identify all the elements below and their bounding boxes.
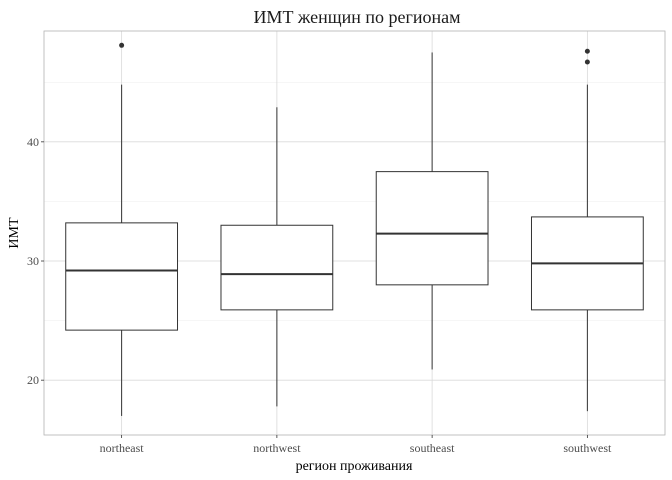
- x-tick-label: southwest: [563, 441, 612, 455]
- iqr-box: [65, 222, 179, 331]
- y-tick-label: 30: [27, 254, 39, 268]
- y-tick-label: 40: [27, 135, 39, 149]
- y-axis-label: ИМТ: [7, 217, 22, 249]
- outlier-point: [584, 59, 590, 65]
- y-tick-label: 20: [27, 373, 39, 387]
- chart-title: ИМТ женщин по регионам: [253, 7, 460, 27]
- boxes: [65, 42, 644, 416]
- outlier-point: [584, 48, 590, 54]
- box-northwest: [220, 107, 334, 407]
- axis-ticks: 20 30 40 northeast northwest southeast southwe…: [27, 135, 612, 455]
- box-southeast: [375, 52, 489, 370]
- x-tick-label: northwest: [253, 441, 301, 455]
- iqr-box: [220, 224, 334, 311]
- panel-border: [43, 30, 666, 436]
- x-tick-label: northeast: [100, 441, 145, 455]
- iqr-box: [375, 171, 489, 286]
- box-northeast: [65, 42, 179, 416]
- outlier-point: [119, 42, 125, 48]
- box-southwest: [530, 48, 644, 412]
- x-tick-label: southeast: [410, 441, 455, 455]
- x-axis-label: регион проживания: [296, 459, 413, 474]
